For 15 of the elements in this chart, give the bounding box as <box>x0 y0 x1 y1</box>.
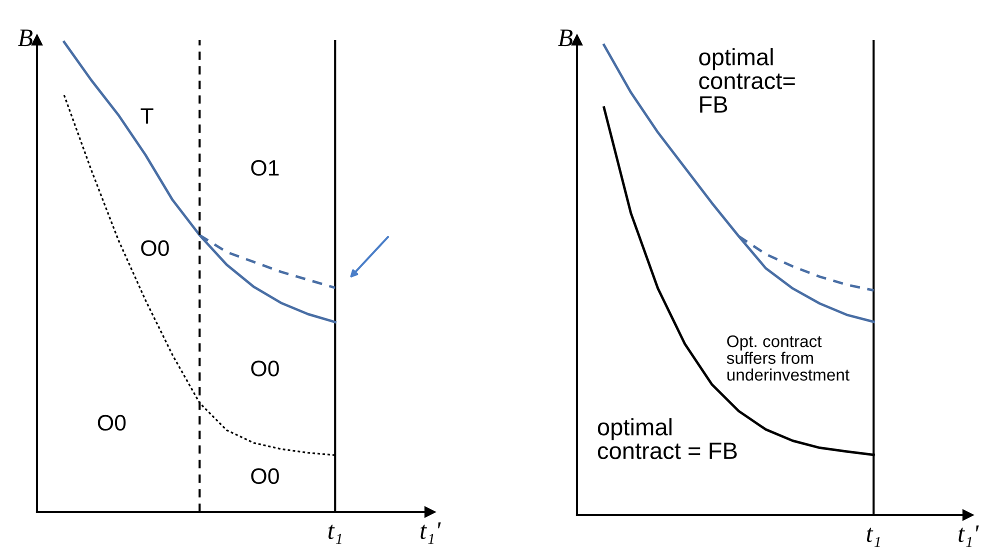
text: t₁ <box>328 524 342 544</box>
x-axis-title: t₁' <box>958 525 979 547</box>
y-axis-title: B <box>558 30 573 46</box>
annotation: optimal contract= FB <box>699 48 795 113</box>
annotation: Opt. contract suffers from underinvestment <box>726 335 850 381</box>
text: t₁ <box>866 528 880 547</box>
annotation: O1 <box>251 160 279 176</box>
annotation: O0 <box>251 360 279 376</box>
annotation: optimal contract = FB <box>598 418 737 460</box>
annotation: O0 <box>141 240 169 256</box>
annotation: O0 <box>98 414 126 431</box>
annotation: O0 <box>251 468 279 484</box>
y-axis-title: B <box>18 30 33 46</box>
annotation: T <box>140 108 154 124</box>
x-axis-title: t₁' <box>420 522 441 544</box>
